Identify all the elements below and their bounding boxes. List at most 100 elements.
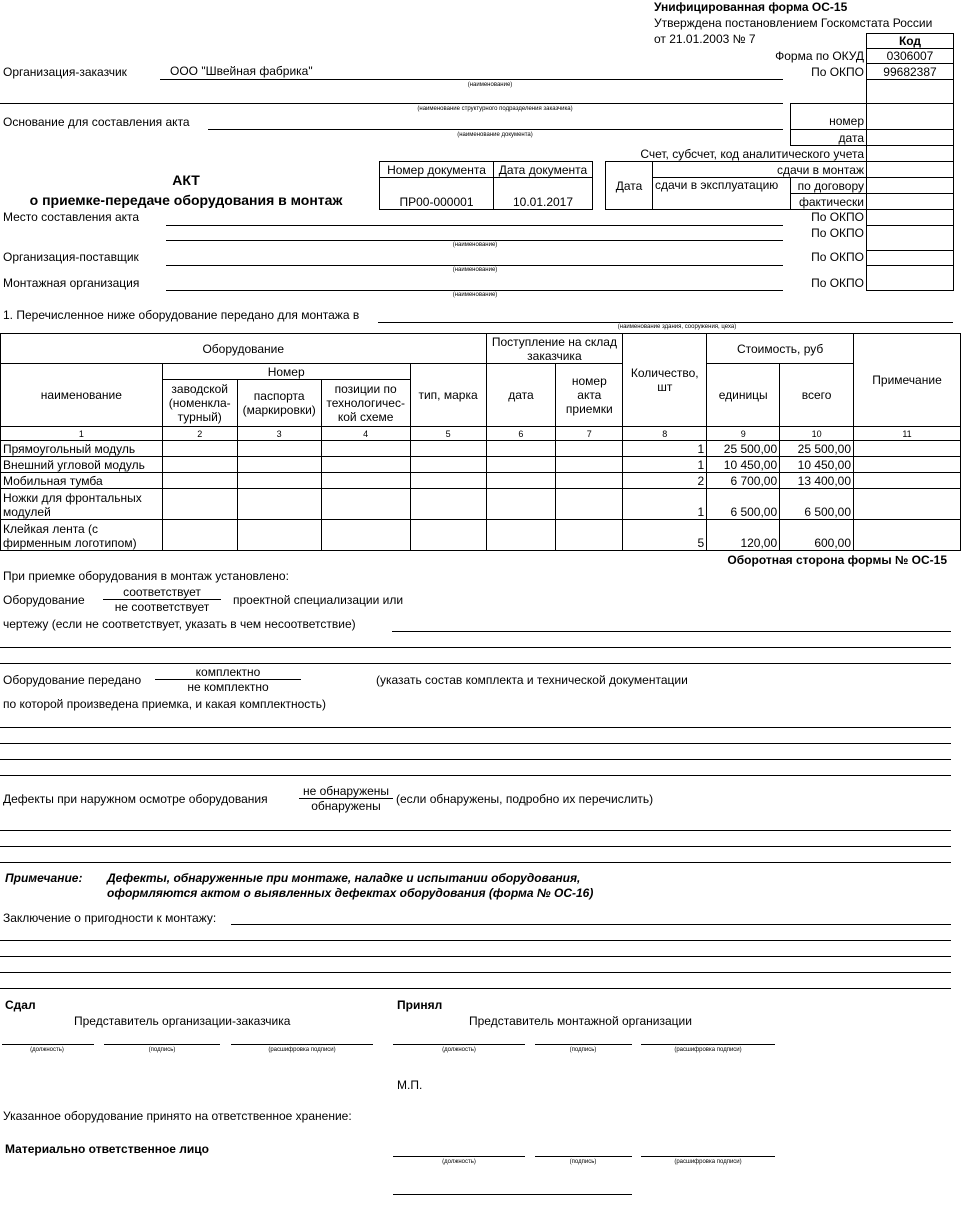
cell-empty[interactable] [161, 519, 238, 551]
cell-empty[interactable] [853, 472, 961, 489]
defects-choice[interactable]: не обнаружены обнаружены [299, 784, 393, 813]
cell-empty[interactable] [236, 440, 322, 457]
cell-empty[interactable] [853, 440, 961, 457]
cell-empty[interactable] [161, 472, 238, 489]
took-signature-field[interactable] [535, 1044, 632, 1045]
cell-name[interactable]: Внешний угловой модуль [0, 456, 163, 473]
gave-position-field[interactable] [2, 1044, 94, 1045]
code-contract[interactable] [866, 177, 954, 194]
cell-unit[interactable]: 6 700,00 [706, 472, 781, 489]
doc-number[interactable]: ПР00-000001 [379, 177, 494, 210]
conformity-choice[interactable]: соответствует не соответствует [103, 585, 221, 614]
cell-name[interactable]: Ножки для фронтальных модулей [0, 488, 163, 520]
cell-empty[interactable] [236, 488, 322, 520]
not-conforms-option[interactable]: не соответствует [114, 600, 210, 614]
not-found-option[interactable]: не обнаружены [299, 784, 393, 799]
cell-empty[interactable] [485, 440, 557, 457]
conforms-option[interactable]: соответствует [103, 585, 221, 600]
okpo-code[interactable]: 99682387 [866, 63, 954, 80]
docs-field[interactable] [0, 727, 951, 728]
cell-qty[interactable]: 1 [622, 456, 708, 473]
cell-name[interactable]: Клейкая лента (с фирменным логотипом) [0, 519, 163, 551]
cell-empty[interactable] [409, 456, 487, 473]
cell-empty[interactable] [555, 488, 624, 520]
took-position-field[interactable] [393, 1044, 525, 1045]
code-okpo-supplier[interactable] [866, 250, 954, 266]
cell-empty[interactable] [555, 472, 624, 489]
cell-qty[interactable]: 5 [622, 519, 708, 551]
cell-empty[interactable] [853, 519, 961, 551]
code-okpo-montage[interactable] [866, 265, 954, 291]
cell-empty[interactable] [409, 472, 487, 489]
cell-total[interactable]: 6 500,00 [779, 488, 855, 520]
cell-empty[interactable] [485, 519, 557, 551]
cell-total[interactable]: 25 500,00 [779, 440, 855, 457]
found-option[interactable]: обнаружены [311, 799, 381, 813]
cell-total[interactable]: 13 400,00 [779, 472, 855, 489]
cell-empty[interactable] [320, 488, 411, 520]
incomplete-option[interactable]: не комплектно [187, 680, 269, 694]
cell-name[interactable]: Прямоугольный модуль [0, 440, 163, 457]
cell-name[interactable]: Мобильная тумба [0, 472, 163, 489]
cell-qty[interactable]: 1 [622, 440, 708, 457]
cell-unit[interactable]: 25 500,00 [706, 440, 781, 457]
doc-date[interactable]: 10.01.2017 [493, 177, 593, 210]
resp-extra-field[interactable] [393, 1194, 632, 1195]
cell-empty[interactable] [320, 519, 411, 551]
resp-signature-field[interactable] [535, 1156, 632, 1157]
cell-empty[interactable] [409, 488, 487, 520]
cell-empty[interactable] [161, 440, 238, 457]
mismatch-field[interactable] [392, 631, 951, 632]
cell-empty[interactable] [320, 456, 411, 473]
cell-total[interactable]: 600,00 [779, 519, 855, 551]
cell-empty[interactable] [485, 456, 557, 473]
division-field[interactable] [0, 103, 783, 104]
code-okpo-place[interactable] [866, 209, 954, 226]
code-actual[interactable] [866, 193, 954, 210]
montage-org-field[interactable] [166, 290, 783, 291]
cell-empty[interactable] [161, 488, 238, 520]
okud-code[interactable]: 0306007 [866, 48, 954, 64]
cell-empty[interactable] [236, 472, 322, 489]
took-decoding-field[interactable] [641, 1044, 775, 1045]
customer-value[interactable]: ООО "Швейная фабрика" [170, 64, 313, 78]
code-number[interactable] [866, 103, 954, 130]
place-field[interactable] [166, 225, 783, 226]
conclusion-field[interactable] [231, 924, 951, 925]
cell-qty[interactable]: 1 [622, 488, 708, 520]
cell-empty[interactable] [485, 488, 557, 520]
gave-signature-field[interactable] [104, 1044, 220, 1045]
gave-decoding-field[interactable] [231, 1044, 373, 1045]
cell-empty[interactable] [161, 456, 238, 473]
cell-empty[interactable] [555, 519, 624, 551]
cell-unit[interactable]: 120,00 [706, 519, 781, 551]
resp-decoding-field[interactable] [641, 1156, 775, 1157]
code-okpo-place2[interactable] [866, 225, 954, 251]
resp-position-field[interactable] [393, 1156, 525, 1157]
completeness-choice[interactable]: комплектно не комплектно [155, 665, 301, 694]
cell-empty[interactable] [853, 456, 961, 473]
cell-empty[interactable] [236, 456, 322, 473]
transfer-field[interactable] [378, 322, 953, 323]
cell-total[interactable]: 10 450,00 [779, 456, 855, 473]
cell-empty[interactable] [320, 472, 411, 489]
cell-empty[interactable] [409, 440, 487, 457]
cell-empty[interactable] [236, 519, 322, 551]
defects-field[interactable] [0, 830, 951, 831]
cell-empty[interactable] [555, 440, 624, 457]
cell-empty[interactable] [485, 472, 557, 489]
cell-empty[interactable] [320, 440, 411, 457]
cell-empty[interactable] [409, 519, 487, 551]
cell-unit[interactable]: 6 500,00 [706, 488, 781, 520]
supplier-field[interactable] [166, 265, 783, 266]
basis-field[interactable] [208, 129, 783, 130]
complete-option[interactable]: комплектно [155, 665, 301, 680]
code-division[interactable] [866, 79, 954, 104]
cell-unit[interactable]: 10 450,00 [706, 456, 781, 473]
cell-empty[interactable] [853, 488, 961, 520]
code-date[interactable] [866, 129, 954, 146]
cell-empty[interactable] [555, 456, 624, 473]
cell-qty[interactable]: 2 [622, 472, 708, 489]
code-montage[interactable] [866, 161, 954, 178]
code-account[interactable] [866, 145, 954, 162]
